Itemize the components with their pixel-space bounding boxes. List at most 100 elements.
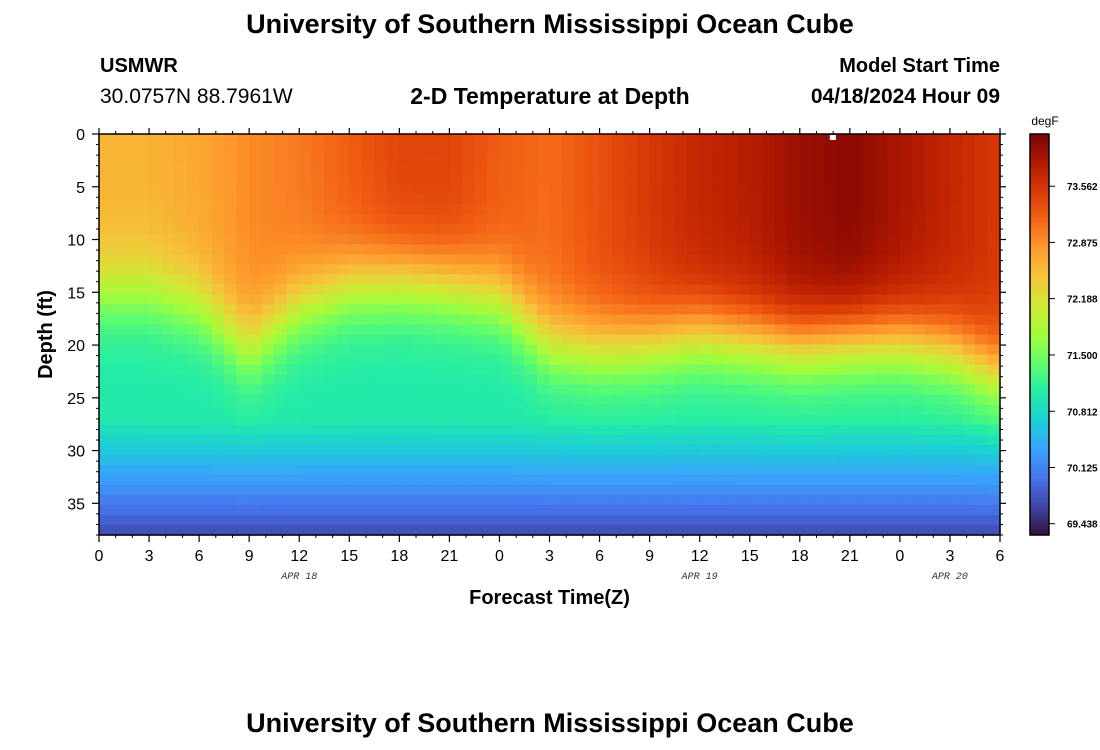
heatmap-cell: [737, 394, 751, 406]
heatmap-cell: [774, 214, 788, 225]
heatmap-cell: [562, 344, 576, 356]
heatmap-cell: [274, 354, 288, 366]
heatmap-cell: [436, 374, 450, 386]
heatmap-cell: [874, 424, 888, 436]
heatmap-cell: [574, 174, 588, 185]
heatmap-cell: [974, 484, 989, 496]
heatmap-cell: [224, 194, 238, 205]
heatmap-cell: [386, 254, 400, 265]
heatmap-cell: [574, 224, 588, 235]
heatmap-cell: [662, 184, 676, 195]
heatmap-cell: [549, 414, 563, 426]
heatmap-cell: [699, 504, 713, 516]
heatmap-cell: [562, 364, 576, 376]
heatmap-cell: [562, 484, 576, 496]
heatmap-cell: [449, 424, 463, 436]
heatmap-cell: [699, 394, 713, 406]
heatmap-cell: [199, 314, 213, 326]
heatmap-cell: [536, 414, 551, 426]
heatmap-cell: [749, 374, 763, 386]
heatmap-cell: [637, 144, 651, 155]
heatmap-cell: [637, 284, 651, 296]
heatmap-cell: [211, 494, 225, 506]
heatmap-cell: [712, 474, 726, 486]
heatmap-cell: [874, 444, 888, 456]
heatmap-cell: [386, 494, 400, 506]
heatmap-cell: [236, 254, 250, 265]
heatmap-cell: [687, 354, 701, 366]
heatmap-cell: [749, 274, 763, 285]
heatmap-cell: [374, 354, 388, 366]
heatmap-cell: [111, 204, 125, 215]
heatmap-cell: [336, 424, 350, 436]
heatmap-cell: [199, 334, 213, 346]
heatmap-cell: [249, 514, 263, 526]
heatmap-cell: [824, 464, 838, 476]
heatmap-cell: [411, 444, 425, 456]
heatmap-cell: [724, 384, 738, 396]
heatmap-cell: [749, 354, 763, 366]
heatmap-cell: [962, 364, 976, 376]
heatmap-cell: [161, 364, 175, 376]
heatmap-cell: [949, 234, 964, 245]
heatmap-cell: [249, 494, 263, 506]
heatmap-cell: [762, 134, 776, 145]
heatmap-cell: [399, 364, 413, 376]
heatmap-cell: [787, 224, 801, 235]
heatmap-cell: [174, 174, 188, 185]
heatmap-cell: [662, 144, 676, 155]
heatmap-cell: [699, 214, 713, 225]
heatmap-cell: [436, 404, 450, 416]
heatmap-cell: [574, 144, 588, 155]
heatmap-cell: [962, 454, 976, 466]
heatmap-cell: [724, 424, 738, 436]
heatmap-cell: [749, 224, 763, 235]
heatmap-cell: [336, 404, 350, 416]
heatmap-cell: [374, 484, 388, 496]
heatmap-cell: [399, 434, 413, 446]
heatmap-cell: [549, 224, 563, 235]
heatmap-cell: [912, 394, 926, 406]
heatmap-cell: [424, 424, 438, 436]
heatmap-cell: [324, 174, 338, 185]
heatmap-cell: [687, 314, 701, 326]
heatmap-cell: [774, 204, 788, 215]
heatmap-cell: [499, 474, 513, 486]
heatmap-cell: [974, 414, 989, 426]
heatmap-cell: [712, 484, 726, 496]
heatmap-cell: [399, 304, 413, 316]
heatmap-cell: [874, 524, 888, 536]
heatmap-cell: [849, 494, 863, 506]
heatmap-cell: [862, 354, 876, 366]
heatmap-cell: [486, 234, 501, 245]
heatmap-cell: [549, 154, 563, 165]
heatmap-cell: [774, 254, 788, 265]
heatmap-cell: [987, 314, 1001, 326]
heatmap-cell: [987, 434, 1001, 446]
heatmap-cell: [812, 324, 826, 336]
heatmap-cell: [124, 384, 138, 396]
heatmap-cell: [637, 464, 651, 476]
heatmap-cell: [799, 354, 813, 366]
heatmap-cell: [974, 394, 989, 406]
heatmap-cell: [562, 424, 576, 436]
heatmap-cell: [749, 144, 763, 155]
heatmap-cell: [124, 314, 138, 326]
heatmap-cell: [174, 234, 188, 245]
heatmap-cell: [499, 494, 513, 506]
heatmap-cell: [111, 524, 125, 536]
heatmap-cell: [924, 474, 939, 486]
heatmap-cell: [887, 354, 901, 366]
heatmap-cell: [349, 224, 363, 235]
heatmap-cell: [649, 294, 663, 306]
heatmap-cell: [261, 384, 275, 396]
heatmap-cell: [637, 264, 651, 275]
heatmap-cell: [749, 154, 763, 165]
heatmap-cell: [674, 504, 688, 516]
heatmap-cell: [161, 324, 175, 336]
heatmap-cell: [599, 134, 613, 145]
heatmap-cell: [549, 514, 563, 526]
heatmap-cell: [336, 474, 350, 486]
heatmap-cell: [899, 384, 913, 396]
heatmap-cell: [674, 274, 688, 285]
